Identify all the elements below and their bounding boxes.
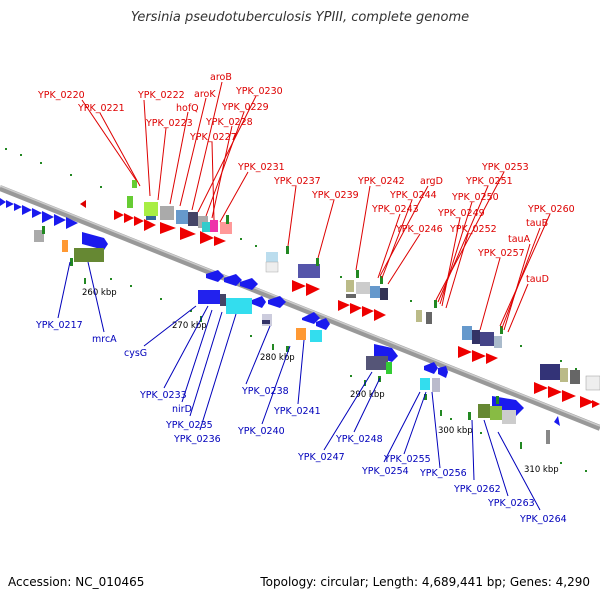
- gene-boxes-5: [540, 364, 600, 391]
- gene-label: YPK_0221: [77, 103, 125, 114]
- tick-label: 310 kbp: [524, 465, 559, 475]
- top-leaders: [81, 81, 551, 333]
- reverse-boxes-6: [468, 396, 560, 444]
- gene-label: YPK_0220: [37, 90, 85, 101]
- gene-label: cysG: [124, 348, 147, 359]
- gene-label: YPK_0260: [527, 204, 575, 215]
- backbone: [0, 185, 600, 431]
- gene-label: argD: [420, 176, 443, 187]
- gene-label: YPK_0243: [371, 204, 419, 215]
- gene-label: tauA: [508, 234, 531, 245]
- gene-box: [132, 180, 137, 188]
- gene-label: YPK_0262: [453, 484, 501, 495]
- tick-label: 280 kbp: [260, 353, 295, 363]
- gene-label: YPK_0240: [237, 426, 285, 437]
- guide-dots: [5, 148, 587, 472]
- gene-label: YPK_0244: [389, 190, 437, 201]
- gene-label: YPK_0246: [395, 224, 443, 235]
- gene-label: hofQ: [176, 103, 199, 114]
- gene-label: YPK_0238: [241, 386, 289, 397]
- gene-label: tauB: [526, 218, 548, 229]
- reverse-boxes-4: [366, 344, 398, 382]
- gene-box: [127, 196, 133, 208]
- reverse-boxes-5: [420, 362, 448, 400]
- reverse-features: [34, 226, 560, 444]
- gene-label: YPK_0227: [189, 132, 237, 143]
- gene-label: YPK_0251: [465, 176, 513, 187]
- gene-label: YPK_0247: [297, 452, 345, 463]
- gene-label: YPK_0230: [235, 86, 283, 97]
- gene-boxes-1: [144, 202, 232, 234]
- tick-marks: [84, 278, 522, 448]
- gene-label: aroB: [210, 72, 232, 83]
- gene-label: YPK_0255: [383, 454, 431, 465]
- gene-label: YPK_0222: [137, 90, 185, 101]
- gene-label: YPK_0242: [357, 176, 405, 187]
- gene-arrows-red-5: [534, 382, 600, 408]
- forward-features: [0, 180, 600, 408]
- gene-boxes-4: [416, 300, 503, 348]
- gene-label: YPK_0252: [449, 224, 497, 235]
- tick-label: 260 kbp: [82, 288, 117, 298]
- gene-arrows-red-1: [114, 210, 226, 246]
- gene-label: YPK_0263: [487, 498, 535, 509]
- gene-boxes-3: [346, 270, 388, 300]
- gene-label: YPK_0248: [335, 434, 383, 445]
- gene-box: [226, 215, 229, 224]
- gene-label: YPK_0231: [237, 162, 285, 173]
- bottom-labels: YPK_0217 mrcA cysG YPK_0233 nirD YPK_023…: [35, 320, 567, 525]
- gene-label: YPK_0256: [419, 468, 467, 479]
- gene-label: YPK_0235: [165, 420, 213, 431]
- gene-label: YPK_0228: [205, 117, 253, 128]
- gene-label: YPK_0237: [273, 176, 321, 187]
- gene-label: mrcA: [92, 334, 117, 345]
- backbone-highlight: [0, 185, 600, 427]
- gene-label: YPK_0253: [481, 162, 529, 173]
- tick-label: 290 kbp: [350, 390, 385, 400]
- gene-arrow: [80, 200, 86, 208]
- gene-label: nirD: [172, 404, 192, 415]
- gene-label: YPK_0223: [145, 118, 193, 129]
- gene-label: YPK_0229: [221, 102, 269, 113]
- gene-label: YPK_0264: [519, 514, 567, 525]
- reverse-boxes-3: [286, 312, 330, 352]
- bottom-leaders: [57, 261, 541, 511]
- gene-label: YPK_0254: [361, 466, 409, 477]
- summary-text: Topology: circular; Length: 4,689,441 bp…: [260, 575, 590, 589]
- gene-label: tauD: [526, 274, 549, 285]
- gene-label: YPK_0249: [437, 208, 485, 219]
- gene-label: YPK_0217: [35, 320, 83, 331]
- tick-label: 270 kbp: [172, 321, 207, 331]
- accession-text: Accession: NC_010465: [8, 575, 145, 589]
- reverse-boxes-2: [198, 270, 286, 326]
- gene-boxes-2: [265, 246, 320, 296]
- gene-label: YPK_0239: [311, 190, 359, 201]
- gene-arrows-red-4: [458, 346, 498, 364]
- gene-arrows-red-3: [338, 300, 386, 321]
- gene-label: YPK_0257: [477, 248, 525, 259]
- gene-label: YPK_0250: [451, 192, 499, 203]
- map-title: Yersinia pseudotuberculosis YPIII, compl…: [130, 10, 470, 25]
- gene-label: YPK_0233: [139, 390, 187, 401]
- top-labels: YPK_0220 YPK_0221 YPK_0222 YPK_0223 hofQ…: [37, 72, 575, 285]
- gene-label: aroK: [194, 89, 216, 100]
- gene-label: YPK_0236: [173, 434, 221, 445]
- tick-label: 300 kbp: [438, 426, 473, 436]
- gene-label: YPK_0241: [273, 406, 321, 417]
- gene-arrows-left: [0, 198, 78, 229]
